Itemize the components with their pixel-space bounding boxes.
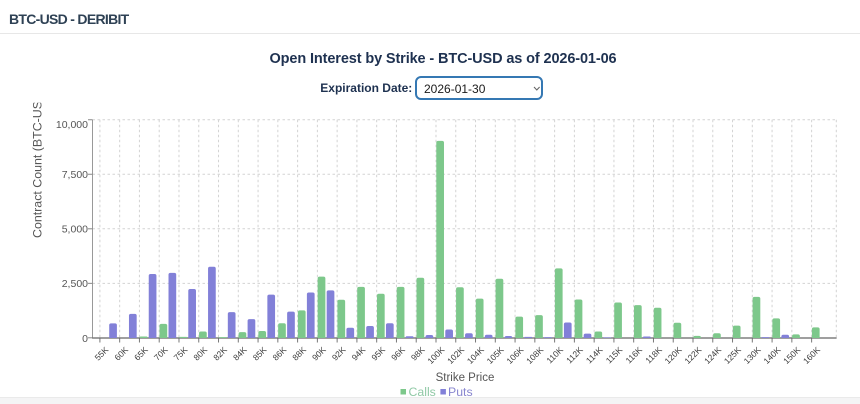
- svg-text:Calls: Calls: [409, 385, 436, 399]
- svg-text:86K: 86K: [270, 345, 288, 363]
- svg-text:7,500: 7,500: [62, 169, 88, 181]
- svg-text:Strike Price: Strike Price: [436, 372, 495, 384]
- svg-text:2,500: 2,500: [62, 278, 88, 290]
- svg-text:114K: 114K: [584, 345, 605, 366]
- svg-text:112K: 112K: [564, 345, 585, 366]
- svg-text:120K: 120K: [663, 345, 684, 366]
- svg-text:110K: 110K: [544, 345, 565, 366]
- svg-text:90K: 90K: [310, 345, 328, 363]
- svg-text:0: 0: [82, 333, 88, 345]
- svg-text:100K: 100K: [425, 345, 446, 366]
- svg-text:55K: 55K: [93, 345, 111, 363]
- svg-text:105K: 105K: [485, 345, 506, 366]
- svg-text:96K: 96K: [389, 345, 407, 363]
- svg-text:5,000: 5,000: [62, 224, 88, 236]
- svg-text:94K: 94K: [350, 345, 368, 363]
- svg-text:108K: 108K: [524, 345, 545, 366]
- svg-text:75K: 75K: [172, 345, 190, 363]
- svg-text:115K: 115K: [604, 345, 625, 366]
- svg-text:125K: 125K: [722, 345, 743, 366]
- svg-text:80K: 80K: [191, 345, 209, 363]
- svg-text:Contract Count (BTC-USD): Contract Count (BTC-USD): [31, 88, 45, 238]
- svg-text:160K: 160K: [801, 345, 822, 366]
- svg-text:82K: 82K: [211, 345, 229, 363]
- svg-text:98K: 98K: [409, 345, 427, 363]
- svg-text:95K: 95K: [369, 345, 387, 363]
- svg-text:65K: 65K: [132, 345, 150, 363]
- svg-text:106K: 106K: [504, 345, 525, 366]
- svg-text:118K: 118K: [643, 345, 664, 366]
- svg-text:10,000: 10,000: [56, 119, 88, 131]
- svg-text:70K: 70K: [152, 345, 170, 363]
- svg-text:88K: 88K: [290, 345, 308, 363]
- svg-text:60K: 60K: [112, 345, 130, 363]
- svg-text:84K: 84K: [231, 345, 249, 363]
- svg-text:124K: 124K: [702, 345, 723, 366]
- svg-text:85K: 85K: [251, 345, 269, 363]
- svg-text:102K: 102K: [445, 345, 466, 366]
- svg-text:92K: 92K: [330, 345, 348, 363]
- svg-text:104K: 104K: [465, 345, 486, 366]
- svg-text:140K: 140K: [761, 345, 782, 366]
- svg-text:130K: 130K: [742, 345, 763, 366]
- svg-text:Puts: Puts: [448, 385, 473, 399]
- svg-text:116K: 116K: [623, 345, 644, 366]
- svg-text:150K: 150K: [781, 345, 802, 366]
- svg-text:122K: 122K: [682, 345, 703, 366]
